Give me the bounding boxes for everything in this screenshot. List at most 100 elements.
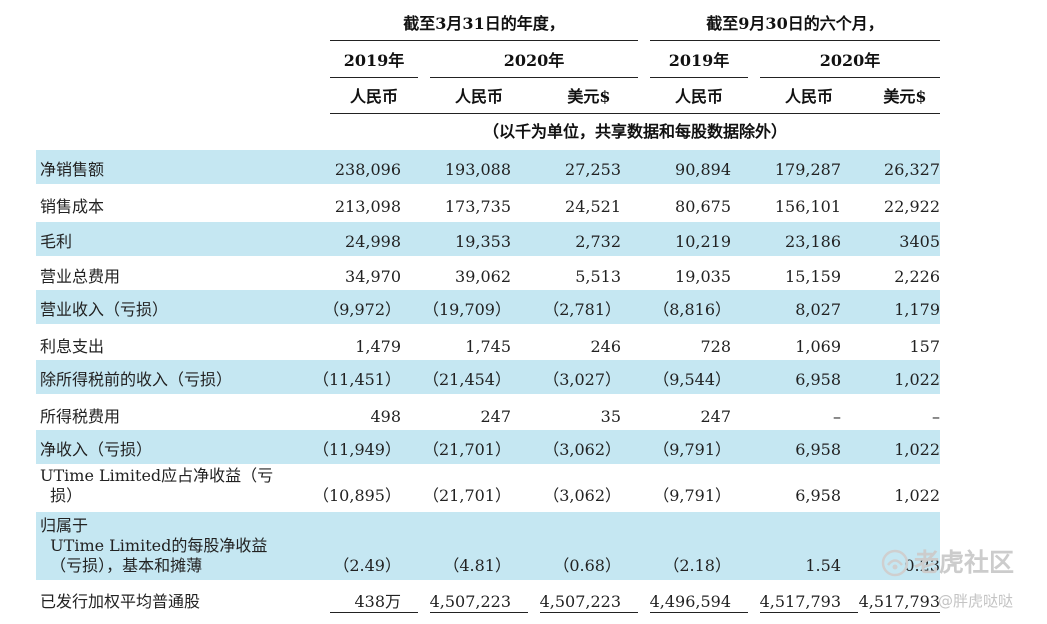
header-group-six-months: 截至9月30日的六个月，	[706, 14, 884, 33]
row-value: 247	[480, 407, 511, 426]
row-value: 90,894	[675, 160, 731, 179]
total-underline	[650, 612, 748, 613]
header-year: 2020年	[819, 51, 881, 70]
header-currency: 美元$	[567, 87, 611, 106]
row-value: （9,972）	[323, 300, 401, 319]
header-rule	[330, 113, 940, 114]
row-label: UTime Limited应占净收益（亏 损）	[40, 466, 274, 505]
row-value: 6,958	[795, 370, 841, 389]
total-underline	[870, 612, 940, 613]
row-value: 1,022	[894, 370, 940, 389]
row-value: 1,069	[795, 337, 841, 356]
row-value: 0.23	[904, 556, 940, 575]
row-label: 所得税费用	[40, 407, 121, 426]
row-value: 80,675	[675, 197, 731, 216]
row-value: （2,781）	[543, 300, 621, 319]
row-value: （2.49）	[333, 556, 401, 575]
header-year: 2020年	[503, 51, 565, 70]
header-currency: 人民币	[784, 87, 833, 106]
row-value: 157	[909, 337, 940, 356]
row-label: 利息支出	[40, 337, 105, 356]
row-value: 193,088	[444, 160, 511, 179]
header-year: 2019年	[343, 51, 405, 70]
row-value: 213,098	[334, 197, 401, 216]
row-value: 238,096	[334, 160, 401, 179]
row-label: 销售成本	[40, 197, 105, 216]
row-value: 22,922	[884, 197, 940, 216]
row-value: 5,513	[575, 267, 621, 286]
header-group-annual: 截至3月31日的年度，	[403, 14, 565, 33]
row-value: （4.81）	[443, 556, 511, 575]
row-value: 438万	[354, 592, 401, 611]
row-value: 19,353	[455, 232, 511, 251]
row-value: 498	[370, 407, 401, 426]
row-label: 营业收入（亏损）	[40, 300, 169, 319]
row-label: 已发行加权平均普通股	[40, 592, 201, 611]
total-underline	[430, 612, 528, 613]
row-label: 毛利	[40, 232, 73, 251]
header-year: 2019年	[668, 51, 730, 70]
row-label: 营业总费用	[40, 267, 121, 286]
row-band	[36, 222, 940, 256]
header-rule	[650, 77, 748, 78]
header-rule	[430, 77, 638, 78]
row-value: 4,496,594	[649, 592, 731, 611]
row-value: 6,958	[795, 440, 841, 459]
header-currency: 人民币	[454, 87, 503, 106]
header-currency: 美元$	[883, 87, 927, 106]
row-value: 156,101	[774, 197, 841, 216]
row-label: 净收入（亏损）	[40, 440, 153, 459]
row-band	[36, 512, 940, 580]
row-value: –	[833, 407, 841, 426]
row-value: 39,062	[455, 267, 511, 286]
row-value: 2,226	[894, 267, 940, 286]
row-value: 728	[700, 337, 731, 356]
row-value: 24,521	[565, 197, 621, 216]
row-value: （9,791）	[653, 440, 731, 459]
header-currency: 人民币	[674, 87, 723, 106]
row-band	[36, 290, 940, 324]
row-value: 4,507,223	[539, 592, 621, 611]
row-value: –	[932, 407, 940, 426]
row-value: 1,179	[894, 300, 940, 319]
watermark-brand: 老虎社区	[914, 548, 1015, 577]
row-value: 35	[600, 407, 621, 426]
watermark-handle: @胖虎哒哒	[938, 592, 1014, 610]
row-value: 24,998	[345, 232, 401, 251]
row-band	[36, 430, 940, 464]
row-value: 26,327	[884, 160, 940, 179]
row-value: （19,709）	[423, 300, 511, 319]
row-value: 19,035	[675, 267, 731, 286]
row-value: （11,949）	[313, 440, 401, 459]
row-value: （3,027）	[543, 370, 621, 389]
row-value: 3405	[899, 232, 940, 251]
row-value: （3,062）	[543, 486, 621, 505]
header-rule	[760, 77, 940, 78]
row-value: 246	[590, 337, 621, 356]
row-value: 1,745	[465, 337, 511, 356]
row-label: 净销售额	[40, 160, 105, 179]
row-value: 4,507,223	[429, 592, 511, 611]
total-underline	[540, 612, 638, 613]
header-rule	[650, 40, 940, 41]
row-value: 173,735	[444, 197, 511, 216]
tiger-logo-icon	[880, 548, 910, 578]
total-underline	[760, 612, 858, 613]
row-value: （11,451）	[313, 370, 401, 389]
row-value: （3,062）	[543, 440, 621, 459]
row-value: 23,186	[785, 232, 841, 251]
row-value: 34,970	[345, 267, 401, 286]
row-value: 179,287	[774, 160, 841, 179]
row-value: （21,701）	[423, 440, 511, 459]
unit-note: （以千为单位，共享数据和每股数据除外）	[482, 122, 787, 141]
row-value: 247	[700, 407, 731, 426]
row-value: （9,544）	[653, 370, 731, 389]
row-label: 归属于 UTime Limited的每股净收益 （亏损），基本和摊薄	[40, 516, 268, 575]
row-value: （9,791）	[653, 486, 731, 505]
total-underline	[330, 612, 418, 613]
row-band	[36, 150, 940, 184]
row-value: （21,701）	[423, 486, 511, 505]
header-rule	[330, 77, 418, 78]
row-value: 15,159	[785, 267, 841, 286]
row-value: 8,027	[795, 300, 841, 319]
